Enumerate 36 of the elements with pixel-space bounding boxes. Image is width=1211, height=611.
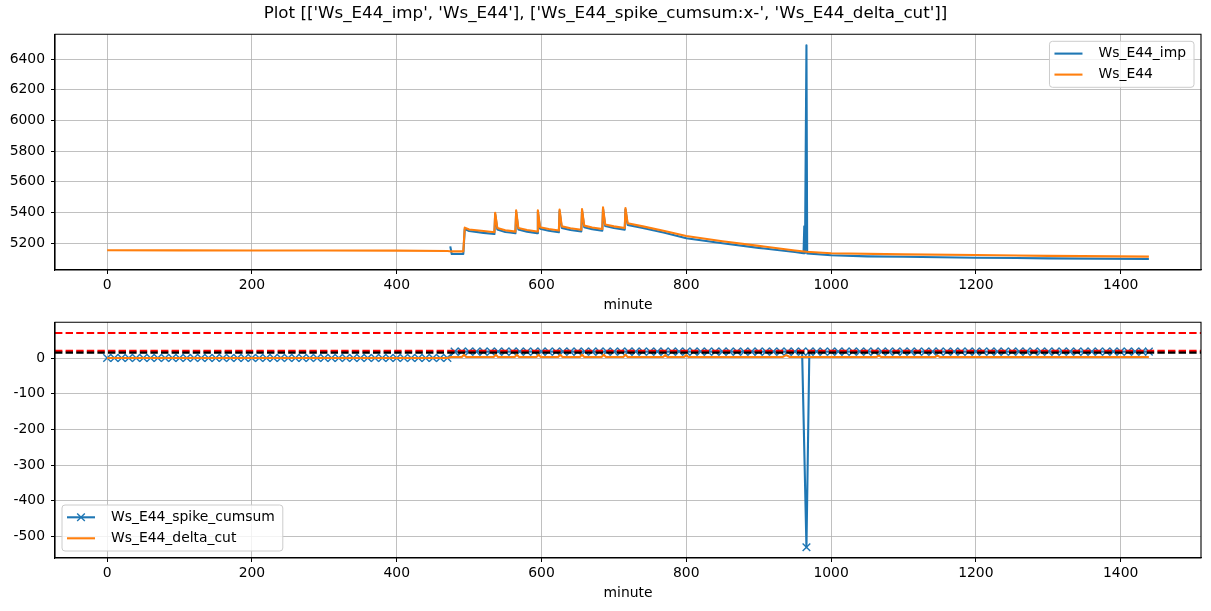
x-tick-label: 200	[238, 275, 266, 292]
y-tick-label: 5400	[9, 203, 45, 220]
y-tick-label: 5600	[9, 172, 45, 189]
x-tick-label: 800	[673, 563, 700, 580]
x-tick-label: 1400	[1102, 275, 1139, 292]
x-tick-label: 0	[102, 563, 112, 580]
legend-label: Ws_E44_spike_cumsum	[111, 507, 275, 524]
y-tick-label: 0	[36, 348, 45, 365]
y-tick-label: -500	[13, 527, 45, 544]
y-tick-label: 6000	[9, 111, 45, 128]
x-tick-label: 1400	[1102, 563, 1139, 580]
y-tick-label: 5800	[9, 141, 45, 158]
x-tick-label: 1000	[813, 275, 849, 292]
x-tick-label: 1200	[958, 563, 994, 580]
x-axis-title: minute	[603, 584, 653, 601]
y-tick-label: -400	[13, 491, 45, 508]
legend-label: Ws_E44_delta_cut	[111, 528, 237, 545]
y-tick-label: 6400	[9, 49, 45, 66]
x-tick-label: 400	[383, 275, 410, 292]
x-tick-label: 0	[102, 275, 112, 292]
x-tick-label: 1000	[813, 563, 849, 580]
x-tick-label: 200	[238, 563, 266, 580]
x-tick-label: 600	[528, 563, 555, 580]
x-tick-label: 800	[673, 275, 700, 292]
y-tick-label: 5200	[9, 233, 45, 250]
x-axis-title: minute	[603, 296, 653, 313]
x-tick-label: 600	[528, 275, 555, 292]
y-tick-label: -200	[13, 420, 45, 437]
y-tick-label: 6200	[9, 80, 45, 97]
y-tick-label: -300	[13, 455, 45, 472]
legend-label: Ws_E44	[1098, 65, 1154, 82]
chart-title: Plot [['Ws_E44_imp', 'Ws_E44'], ['Ws_E44_spike_cumsum:x-', 'Ws_E44_delta_cut']]	[262, 1, 949, 24]
legend-label: Ws_E44_imp	[1098, 44, 1187, 61]
x-tick-label: 1200	[958, 275, 994, 292]
x-tick-label: 400	[383, 563, 410, 580]
y-tick-label: -100	[13, 384, 45, 401]
